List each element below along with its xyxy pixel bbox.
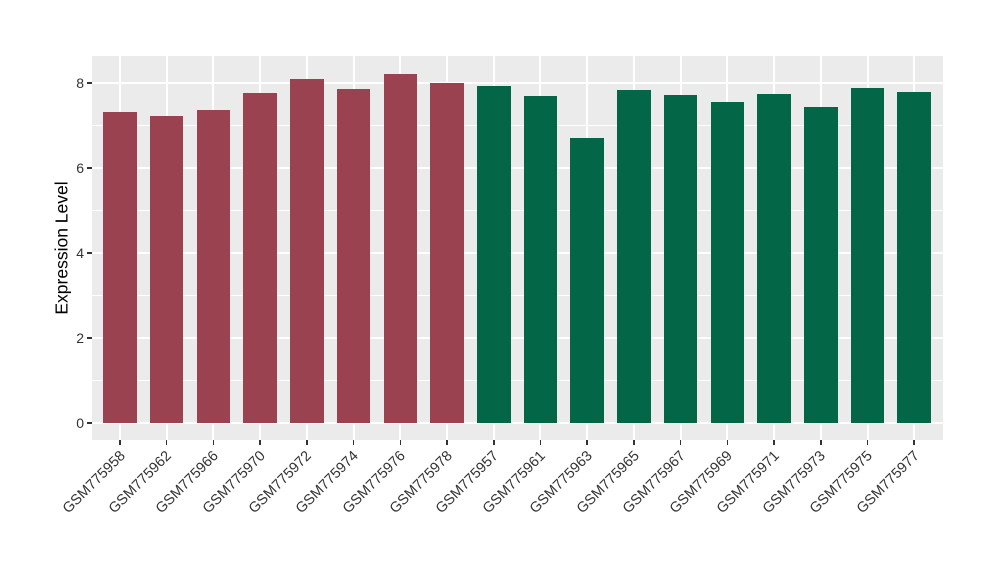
x-axis-tick bbox=[726, 440, 729, 445]
x-axis-tick bbox=[586, 440, 588, 445]
y-axis-tick bbox=[87, 82, 92, 84]
y-axis-tick bbox=[87, 167, 92, 169]
x-axis-tick bbox=[679, 440, 682, 445]
bar bbox=[243, 92, 277, 423]
bar bbox=[336, 88, 371, 423]
x-axis-tick bbox=[259, 440, 261, 445]
bar bbox=[663, 94, 698, 423]
x-axis-tick bbox=[820, 440, 822, 445]
y-axis-tick bbox=[87, 422, 92, 424]
x-axis-tick bbox=[446, 440, 448, 445]
y-tick-label: 4 bbox=[76, 245, 84, 261]
y-axis-tick bbox=[87, 252, 92, 254]
minor-gridline bbox=[92, 125, 943, 126]
bar bbox=[757, 94, 791, 423]
y-axis-title: Expression Level bbox=[51, 181, 72, 315]
bar bbox=[523, 95, 558, 423]
x-axis-tick bbox=[866, 440, 869, 445]
bar bbox=[477, 85, 511, 423]
bar bbox=[804, 107, 838, 423]
x-axis-tick bbox=[119, 440, 121, 445]
x-axis-tick bbox=[212, 440, 215, 445]
y-tick-label: 0 bbox=[76, 415, 84, 431]
bar bbox=[383, 73, 418, 423]
major-gridline bbox=[92, 167, 943, 169]
plot-panel bbox=[92, 56, 943, 440]
major-gridline bbox=[92, 337, 943, 339]
bar bbox=[897, 92, 931, 423]
y-axis-tick bbox=[87, 337, 92, 339]
minor-gridline bbox=[92, 295, 943, 296]
bar bbox=[196, 110, 231, 423]
bar bbox=[103, 111, 137, 423]
y-tick-label: 8 bbox=[76, 75, 84, 91]
x-axis-tick bbox=[539, 440, 542, 445]
y-tick-label: 6 bbox=[76, 160, 84, 176]
bar bbox=[290, 79, 324, 423]
minor-gridline bbox=[92, 210, 943, 211]
bar bbox=[850, 87, 885, 423]
bar bbox=[149, 116, 184, 423]
x-axis-tick bbox=[913, 440, 915, 445]
major-gridline bbox=[92, 252, 943, 254]
bar bbox=[430, 82, 464, 423]
bar bbox=[710, 102, 745, 423]
x-axis-tick bbox=[165, 440, 168, 445]
bar bbox=[570, 138, 604, 423]
bar bbox=[617, 89, 651, 423]
x-axis-tick bbox=[633, 440, 635, 445]
major-gridline bbox=[92, 82, 943, 84]
x-axis-tick bbox=[306, 440, 308, 445]
x-axis-tick bbox=[493, 440, 495, 445]
x-axis-tick bbox=[399, 440, 402, 445]
minor-gridline bbox=[92, 380, 943, 381]
x-axis-tick bbox=[352, 440, 355, 445]
x-axis-tick bbox=[773, 440, 775, 445]
major-gridline bbox=[92, 422, 943, 424]
y-tick-label: 2 bbox=[76, 330, 84, 346]
